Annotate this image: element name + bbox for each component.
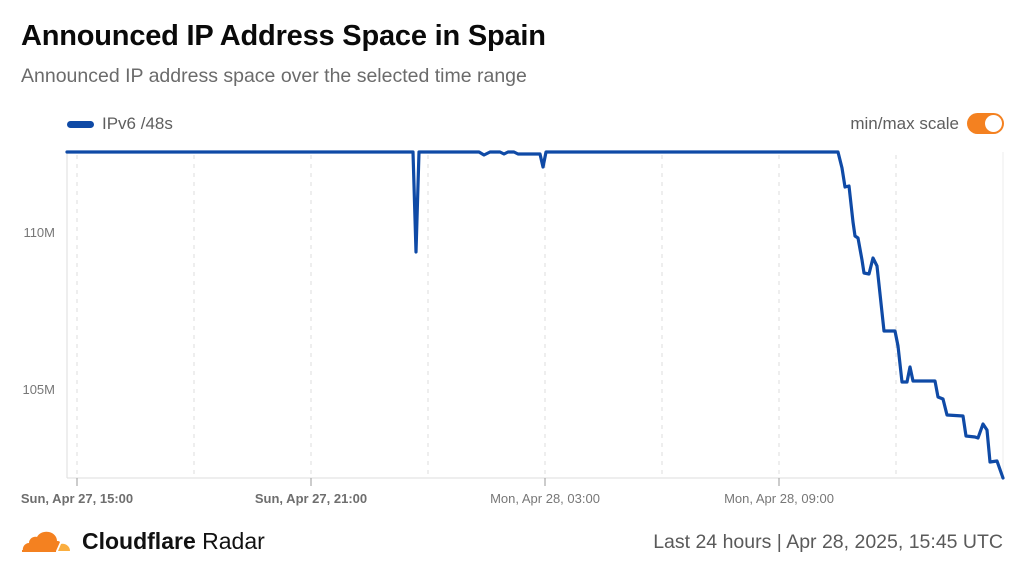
toggle-knob — [985, 115, 1002, 132]
page-title: Announced IP Address Space in Spain — [21, 20, 546, 52]
scale-toggle-label: min/max scale — [850, 113, 959, 133]
x-tick-label: Mon, Apr 28, 09:00 — [724, 491, 834, 506]
legend-label: IPv6 /48s — [102, 114, 173, 133]
cloudflare-cloud-icon — [22, 531, 70, 552]
x-tick-label: Sun, Apr 27, 21:00 — [254, 491, 368, 506]
x-tick-label: Mon, Apr 28, 03:00 — [490, 491, 600, 506]
y-tick-label: 105M — [22, 382, 55, 397]
y-tick-label: 110M — [23, 225, 55, 240]
range-label: Last 24 hours — [653, 531, 772, 553]
x-axis-ticks — [76, 478, 780, 486]
time-range-info: Last 24 hours | Apr 28, 2025, 15:45 UTC — [653, 531, 1003, 554]
cloudflare-radar-logo: Cloudflare Radar — [20, 528, 265, 555]
legend-swatch-icon — [67, 120, 94, 128]
legend-item-ipv6[interactable]: IPv6 /48s — [67, 114, 173, 134]
min-max-scale-toggle[interactable] — [967, 113, 1004, 134]
timestamp: Apr 28, 2025, 15:45 UTC — [786, 531, 1003, 553]
brand-name: Cloudflare Radar — [82, 528, 265, 554]
scale-toggle-group: min/max scale — [850, 113, 1004, 134]
separator: | — [776, 531, 782, 553]
page-subtitle: Announced IP address space over the sele… — [21, 65, 527, 87]
gridlines — [76, 155, 897, 478]
x-tick-label: Sun, Apr 27, 15:00 — [20, 491, 134, 506]
series-line-ipv6[interactable] — [65, 150, 1005, 480]
